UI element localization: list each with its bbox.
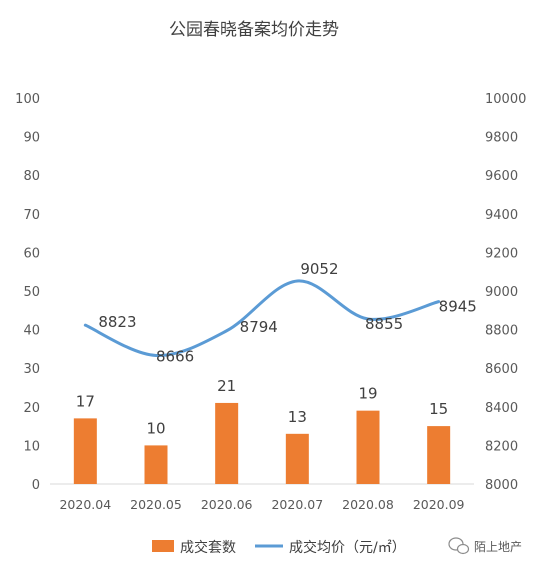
y-right-tick-label: 9200 bbox=[485, 246, 518, 261]
x-tick-label: 2020.05 bbox=[130, 497, 182, 512]
y-left-tick-label: 90 bbox=[23, 131, 40, 146]
bar bbox=[215, 402, 239, 484]
y-left-tick-label: 50 bbox=[23, 285, 40, 300]
price-data-label: 8823 bbox=[98, 313, 136, 331]
bar-data-label: 17 bbox=[76, 392, 95, 410]
legend-label-line: 成交均价（元/㎡） bbox=[289, 539, 406, 556]
chart-title: 公园春晓备案均价走势 bbox=[169, 20, 339, 40]
bar-data-label: 19 bbox=[358, 385, 377, 403]
legend-swatch-bars bbox=[152, 540, 174, 552]
y-right-tick-label: 8200 bbox=[485, 439, 518, 454]
y-left-tick-label: 0 bbox=[32, 478, 40, 493]
y-left-tick-label: 10 bbox=[23, 439, 40, 454]
y-right-tick-label: 9000 bbox=[485, 285, 518, 300]
y-left-tick-label: 30 bbox=[23, 362, 40, 377]
bar-series: 17 10 21 13 19 15 bbox=[73, 377, 451, 484]
watermark: 陌上地产 bbox=[448, 537, 522, 555]
y-left-tick-label: 60 bbox=[23, 246, 40, 261]
bar bbox=[285, 433, 309, 484]
y-left-tick-label: 20 bbox=[23, 401, 40, 416]
y-left-tick-label: 80 bbox=[23, 169, 40, 184]
price-data-label: 8666 bbox=[156, 347, 194, 365]
wechat-icon bbox=[448, 537, 470, 555]
bar bbox=[427, 426, 451, 484]
price-data-label: 8855 bbox=[365, 315, 403, 333]
y-axis-right: 8000 8200 8400 8600 8800 9000 9200 9400 9600 9800… bbox=[485, 92, 526, 493]
y-left-tick-label: 70 bbox=[23, 208, 40, 223]
price-data-label: 9052 bbox=[300, 260, 338, 278]
bar-data-label: 21 bbox=[217, 377, 236, 395]
y-axis-left: 0 10 20 30 40 50 60 70 80 90 100 bbox=[15, 92, 40, 493]
price-data-label: 8794 bbox=[240, 318, 278, 336]
line-series: 8823 8666 8794 9052 8855 8945 bbox=[83, 260, 477, 365]
y-right-tick-label: 10000 bbox=[485, 92, 526, 107]
y-right-tick-label: 9400 bbox=[485, 208, 518, 223]
legend: 成交套数 成交均价（元/㎡） bbox=[152, 539, 406, 556]
bar-data-label: 13 bbox=[288, 408, 307, 426]
x-tick-label: 2020.08 bbox=[342, 497, 394, 512]
bar bbox=[73, 418, 97, 484]
y-right-tick-label: 9600 bbox=[485, 169, 518, 184]
price-data-label: 8945 bbox=[439, 298, 477, 316]
y-right-tick-label: 8800 bbox=[485, 324, 518, 339]
bar bbox=[144, 445, 168, 484]
y-left-tick-label: 40 bbox=[23, 324, 40, 339]
y-right-tick-label: 8400 bbox=[485, 401, 518, 416]
bar-data-label: 10 bbox=[146, 419, 165, 437]
y-right-tick-label: 8600 bbox=[485, 362, 518, 377]
x-tick-label: 2020.06 bbox=[201, 497, 253, 512]
y-right-tick-label: 9800 bbox=[485, 131, 518, 146]
watermark-text: 陌上地产 bbox=[474, 540, 522, 554]
legend-label-bars: 成交套数 bbox=[180, 539, 236, 556]
bar bbox=[356, 410, 380, 484]
bar-data-label: 15 bbox=[429, 400, 448, 418]
x-axis: 2020.04 2020.05 2020.06 2020.07 2020.08 2020.… bbox=[59, 497, 464, 512]
x-tick-label: 2020.09 bbox=[413, 497, 465, 512]
x-tick-label: 2020.07 bbox=[271, 497, 323, 512]
x-tick-label: 2020.04 bbox=[59, 497, 111, 512]
price-line bbox=[83, 279, 441, 357]
y-left-tick-label: 100 bbox=[15, 92, 40, 107]
y-right-tick-label: 8000 bbox=[485, 478, 518, 493]
